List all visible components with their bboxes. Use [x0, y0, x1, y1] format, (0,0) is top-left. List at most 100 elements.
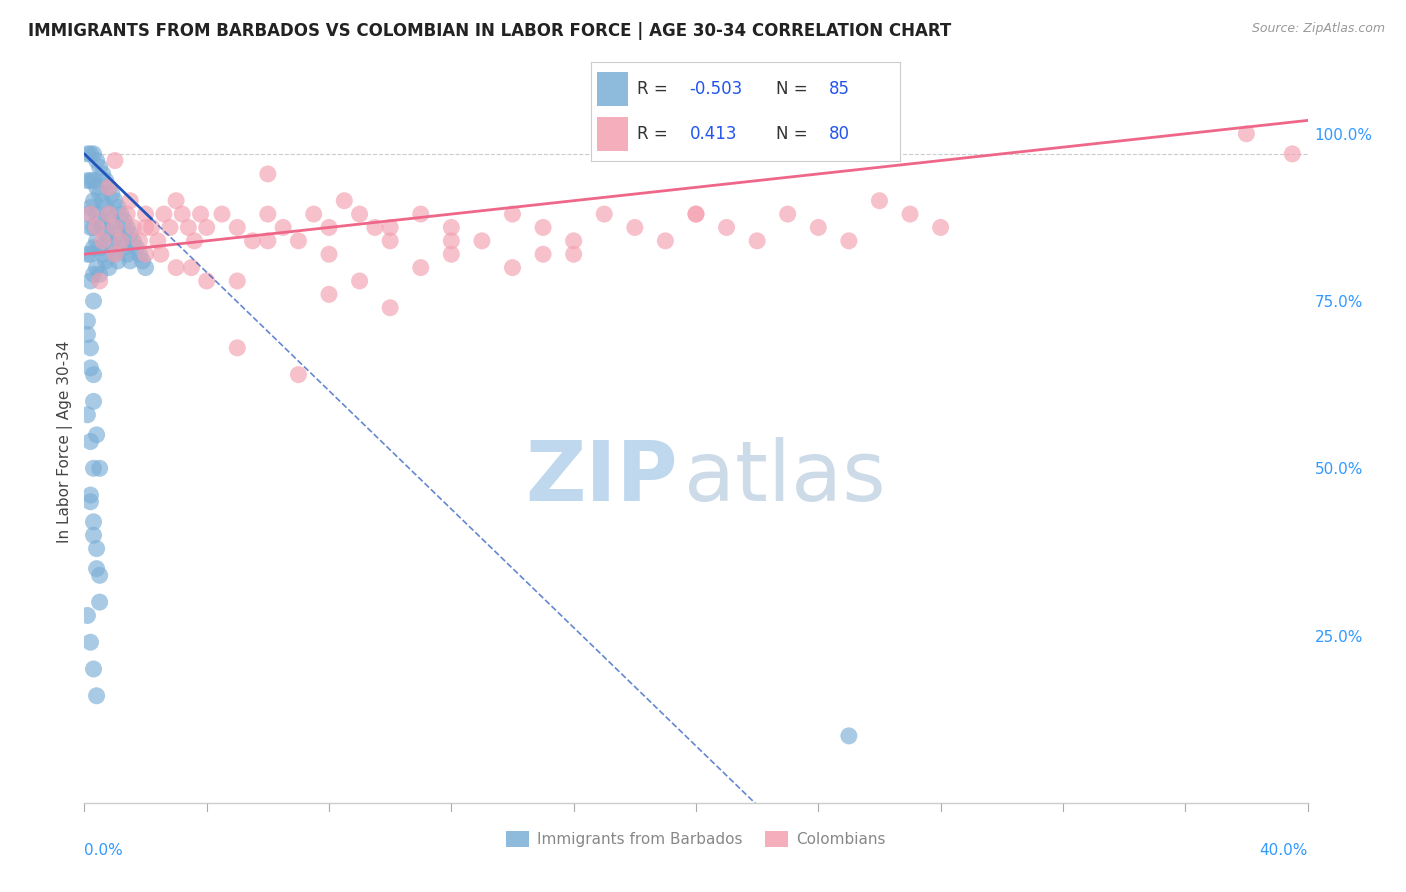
Point — [104, 194, 127, 208]
Point — [86, 689, 108, 703]
Point — [1281, 147, 1303, 161]
Point — [115, 220, 138, 235]
Point — [349, 274, 371, 288]
Point — [89, 461, 111, 475]
Point — [115, 207, 138, 221]
Point — [86, 180, 108, 194]
Point — [471, 234, 494, 248]
Point — [79, 173, 101, 188]
Point — [110, 234, 132, 248]
Text: atlas: atlas — [683, 437, 886, 518]
Bar — [596, 72, 627, 105]
Point — [898, 207, 921, 221]
Point — [94, 254, 117, 268]
Point — [1236, 127, 1258, 141]
Point — [128, 234, 150, 248]
Point — [190, 207, 212, 221]
Point — [79, 274, 101, 288]
Text: 0.0%: 0.0% — [84, 843, 124, 857]
Point — [172, 207, 194, 221]
Point — [89, 187, 111, 202]
Point — [135, 247, 157, 261]
Point — [128, 247, 150, 261]
Point — [287, 234, 309, 248]
Point — [76, 608, 98, 623]
Point — [562, 247, 585, 261]
Point — [83, 515, 105, 529]
Point — [838, 234, 860, 248]
Point — [747, 234, 769, 248]
Point — [131, 254, 153, 268]
Text: -0.503: -0.503 — [689, 80, 742, 98]
Point — [86, 260, 108, 275]
Text: N =: N = — [776, 80, 813, 98]
Point — [318, 220, 340, 235]
Point — [104, 153, 127, 168]
Point — [91, 167, 114, 181]
Point — [83, 268, 105, 282]
Point — [86, 207, 108, 221]
Point — [141, 220, 163, 235]
Point — [685, 207, 707, 221]
Text: Source: ZipAtlas.com: Source: ZipAtlas.com — [1251, 22, 1385, 36]
Point — [94, 173, 117, 188]
Point — [101, 241, 124, 255]
Point — [409, 260, 432, 275]
Point — [104, 247, 127, 261]
Point — [83, 461, 105, 475]
Point — [183, 234, 205, 248]
Point — [242, 234, 264, 248]
Point — [89, 241, 111, 255]
Point — [440, 234, 463, 248]
Point — [180, 260, 202, 275]
Point — [135, 220, 157, 235]
Point — [89, 274, 111, 288]
Point — [226, 274, 249, 288]
Point — [76, 173, 98, 188]
Point — [257, 167, 280, 181]
Point — [79, 494, 101, 508]
Point — [94, 201, 117, 215]
Point — [86, 153, 108, 168]
Point — [83, 528, 105, 542]
Point — [125, 241, 148, 255]
Point — [380, 234, 402, 248]
Point — [76, 314, 98, 328]
Point — [716, 220, 738, 235]
Point — [257, 207, 280, 221]
Point — [86, 562, 108, 576]
Point — [76, 207, 98, 221]
Point — [110, 207, 132, 221]
Point — [89, 595, 111, 609]
Point — [91, 234, 114, 248]
Point — [159, 220, 181, 235]
Point — [364, 220, 387, 235]
Point — [79, 220, 101, 235]
Point — [440, 247, 463, 261]
Point — [440, 220, 463, 235]
Text: R =: R = — [637, 125, 673, 143]
Point — [929, 220, 952, 235]
Point — [107, 227, 129, 242]
Point — [318, 287, 340, 301]
Point — [195, 274, 218, 288]
Point — [593, 207, 616, 221]
Point — [318, 247, 340, 261]
Point — [79, 434, 101, 449]
Point — [287, 368, 309, 382]
Point — [165, 194, 187, 208]
Text: 40.0%: 40.0% — [1260, 843, 1308, 857]
Point — [149, 247, 172, 261]
Point — [97, 180, 120, 194]
Point — [79, 247, 101, 261]
Point — [115, 247, 138, 261]
Point — [89, 161, 111, 175]
Point — [97, 234, 120, 248]
Point — [79, 635, 101, 649]
Point — [110, 234, 132, 248]
Text: N =: N = — [776, 125, 813, 143]
Point — [101, 214, 124, 228]
Point — [91, 194, 114, 208]
Point — [333, 194, 356, 208]
Point — [380, 220, 402, 235]
